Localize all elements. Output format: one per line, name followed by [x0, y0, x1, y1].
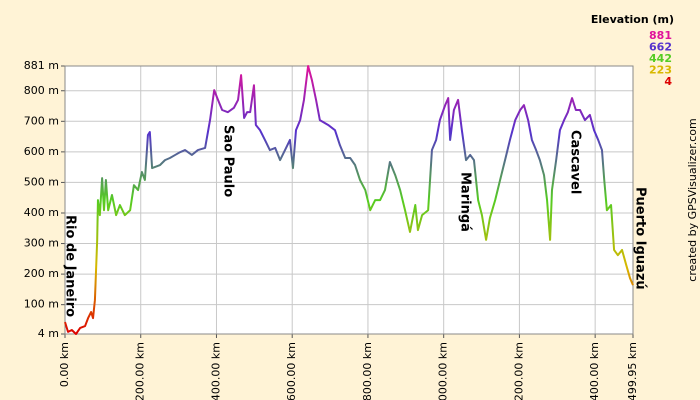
place-label: Cascavel — [568, 130, 583, 194]
y-tick-label: 200 m — [24, 267, 59, 280]
x-tick-label: 600.00 km — [285, 342, 298, 400]
place-label: Puerto Iguazú — [633, 187, 648, 290]
legend-entry: 662 — [649, 41, 672, 54]
x-tick-label: 0.00 km — [58, 342, 71, 387]
legend-entry: 4 — [664, 75, 672, 88]
elevation-line — [64, 65, 634, 335]
legend-entry: 881 — [649, 29, 672, 42]
plot-frame — [64, 65, 634, 335]
plot-area — [65, 66, 633, 334]
place-label: Rio de Janeiro — [63, 215, 78, 317]
x-tick-label: 200.00 km — [134, 342, 147, 400]
x-tick-label: 1400.00 km — [588, 342, 601, 400]
y-tick-label: 881 m — [24, 59, 59, 72]
x-tick-label: 1200.00 km — [512, 342, 525, 400]
x-tick-label: 1000.00 km — [437, 342, 450, 400]
legend-entry: 442 — [649, 52, 672, 65]
place-label: Sao Paulo — [221, 125, 236, 197]
x-tick-label: 1499.95 km — [626, 342, 639, 400]
y-tick-label: 700 m — [24, 114, 59, 127]
place-label: Maringá — [458, 172, 473, 232]
y-tick-label: 600 m — [24, 145, 59, 158]
y-tick-label: 400 m — [24, 206, 59, 219]
y-tick-label: 300 m — [24, 237, 59, 250]
y-tick-label: 800 m — [24, 84, 59, 97]
x-tick-label: 800.00 km — [361, 342, 374, 400]
y-tick-label: 500 m — [24, 175, 59, 188]
credit: created by GPSVisualizer.com — [686, 118, 699, 281]
y-tick-label: 4 m — [38, 327, 59, 340]
legend-title: Elevation (m) — [591, 13, 674, 26]
legend-entry: 223 — [649, 64, 672, 77]
y-tick-label: 100 m — [24, 298, 59, 311]
x-tick-label: 400.00 km — [209, 342, 222, 400]
